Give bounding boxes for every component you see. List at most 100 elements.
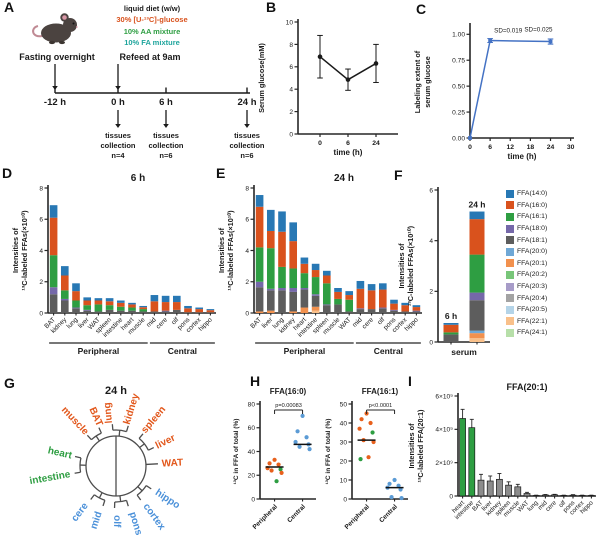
data-point	[358, 457, 363, 462]
y-tick-label: 40	[248, 449, 256, 456]
legend-item: FFA(20:0)	[506, 246, 547, 258]
chart-title: FFA(20:1)	[506, 382, 547, 392]
y-axis-label: Intensities of	[397, 243, 406, 289]
y-tick-label: 0.75	[452, 58, 465, 65]
data-point	[392, 477, 397, 483]
data-point	[357, 426, 362, 431]
y-tick-label: 8	[245, 185, 249, 192]
x-tick-label: 6	[346, 140, 350, 147]
p-value: p=0.00083	[275, 403, 302, 409]
y-tick-label: 2	[289, 109, 293, 116]
x-tick-label: BAT	[249, 316, 263, 330]
legend-label: FFA(18:1)	[517, 236, 548, 244]
legend-swatch-icon	[506, 224, 514, 233]
panel-b-label: B	[266, 0, 277, 15]
y-tick-label: 80	[248, 401, 256, 408]
y-tick-label: 0	[251, 496, 255, 503]
legend-swatch-icon	[506, 236, 514, 245]
diet-line: 10% AA mixture	[123, 26, 181, 36]
serum-ffa-stacked-chart: 0 2 4 6 Intensities of ¹³C-labeled FFAs(×10¹⁰…	[397, 187, 490, 357]
y-tick-label: 4	[245, 248, 249, 255]
dendrogram-leaf-label: mid	[89, 510, 105, 530]
data-point	[297, 444, 302, 449]
data-point	[307, 447, 312, 452]
x-tick-label: olf	[558, 499, 568, 509]
dendrogram-leaf-label: liver	[154, 433, 177, 452]
diet-line: 10% FA mixture	[124, 37, 180, 47]
data-point	[279, 470, 284, 475]
data-point	[269, 468, 274, 473]
x-tick-label: 0	[468, 144, 472, 151]
panel-a-label: A	[4, 0, 15, 15]
legend-swatch-icon	[506, 270, 514, 279]
panel-c-label: C	[416, 1, 427, 17]
y-tick-label: 0	[39, 310, 43, 317]
ffa201-bar-chart: 0 2×10⁹ 4×10⁹ 6×10⁹ Intensities of ¹³C-labele…	[407, 382, 596, 521]
y-axis-label: ¹³C-labeled FFAs(×10¹⁰)	[20, 210, 29, 291]
y-axis-label: Intensities of	[407, 423, 416, 469]
y-axis-label: ¹³C in FFA of total (%)	[325, 419, 332, 485]
ffa-legend: FFA(14:0) FFA(16:0) FFA(16:1) FFA(18:0) FFA(…	[506, 188, 547, 339]
legend-swatch-icon	[506, 201, 514, 210]
data-point	[300, 413, 305, 418]
legend-swatch-icon	[506, 328, 514, 337]
data-point	[295, 429, 300, 434]
data-point	[274, 479, 279, 484]
chart-title: FFA(16:1)	[362, 387, 399, 396]
y-tick-label: 0	[343, 496, 347, 503]
y-tick-label: 0.50	[452, 84, 465, 91]
y-tick-label: 0	[289, 131, 293, 138]
legend-item: FFA(22:1)	[506, 316, 547, 328]
x-tick-label: 12	[506, 144, 514, 151]
x-tick-label: Central	[378, 503, 399, 524]
legend-swatch-icon	[506, 294, 514, 303]
dendrogram-leaf-label: spleen	[139, 404, 168, 435]
x-tick-label: 24	[372, 140, 380, 147]
ffa161-scatter-chart: 0 10 20 30 40 50 ¹³C in FFA of total (%) Periph…	[325, 387, 408, 531]
panel-f-label: F	[394, 167, 403, 183]
x-tick-label: 24	[547, 144, 555, 151]
x-axis-label: serum	[451, 347, 477, 357]
chart-title: FFA(16:0)	[270, 387, 307, 396]
mouse-icon	[32, 13, 78, 45]
p-value: p<0.0001	[369, 403, 393, 409]
y-tick-label: 8	[289, 42, 293, 49]
fasting-label: Fasting overnight	[19, 52, 95, 62]
chart-title: 24 h	[105, 385, 127, 397]
timepoint-label: -12 h	[43, 97, 67, 108]
legend-item: FFA(16:0)	[506, 200, 547, 212]
chart-title: 6 h	[131, 173, 145, 184]
legend-item: FFA(20:4)	[506, 292, 547, 304]
x-tick-label: Peripheral	[344, 503, 372, 531]
data-point	[399, 495, 404, 501]
legend-swatch-icon	[506, 305, 514, 314]
y-tick-label: 0	[245, 310, 249, 317]
legend-label: FFA(20:4)	[517, 294, 548, 302]
dendrogram-leaf-label: WAT	[162, 457, 184, 469]
legend-label: FFA(16:1)	[517, 213, 548, 221]
tissues-collection-label: tissues collection n=6	[229, 131, 265, 160]
x-tick-label: olf	[170, 316, 180, 326]
legend-label: FFA(14:0)	[517, 190, 548, 198]
legend-item: FFA(18:1)	[506, 234, 547, 246]
dendrogram-leaf-label: intestine	[29, 469, 72, 487]
y-tick-label: 10	[286, 19, 294, 26]
panel-g-label: G	[4, 375, 15, 391]
legend-item: FFA(16:1)	[506, 211, 547, 223]
legend-label: FFA(20:2)	[517, 271, 548, 279]
annotation: SD=0.025	[524, 27, 553, 34]
x-tick-label: cere	[155, 316, 169, 330]
data-point	[366, 455, 371, 460]
x-axis-label: time (h)	[508, 152, 537, 161]
experiment-timeline-diagram	[32, 13, 250, 128]
legend-item: FFA(20:3)	[506, 281, 547, 293]
y-axis-label: ¹³C in FFA of total (%)	[233, 419, 240, 485]
legend-swatch-icon	[506, 317, 514, 326]
y-tick-label: 4×10⁹	[435, 427, 453, 434]
ffa160-scatter-chart: 0 20 40 60 80 ¹³C in FFA of total (%) Peripher…	[233, 387, 316, 531]
y-tick-label: 20	[248, 473, 256, 480]
group-label: Central	[374, 346, 403, 356]
diet-title: liquid diet (w/w)	[123, 4, 181, 13]
